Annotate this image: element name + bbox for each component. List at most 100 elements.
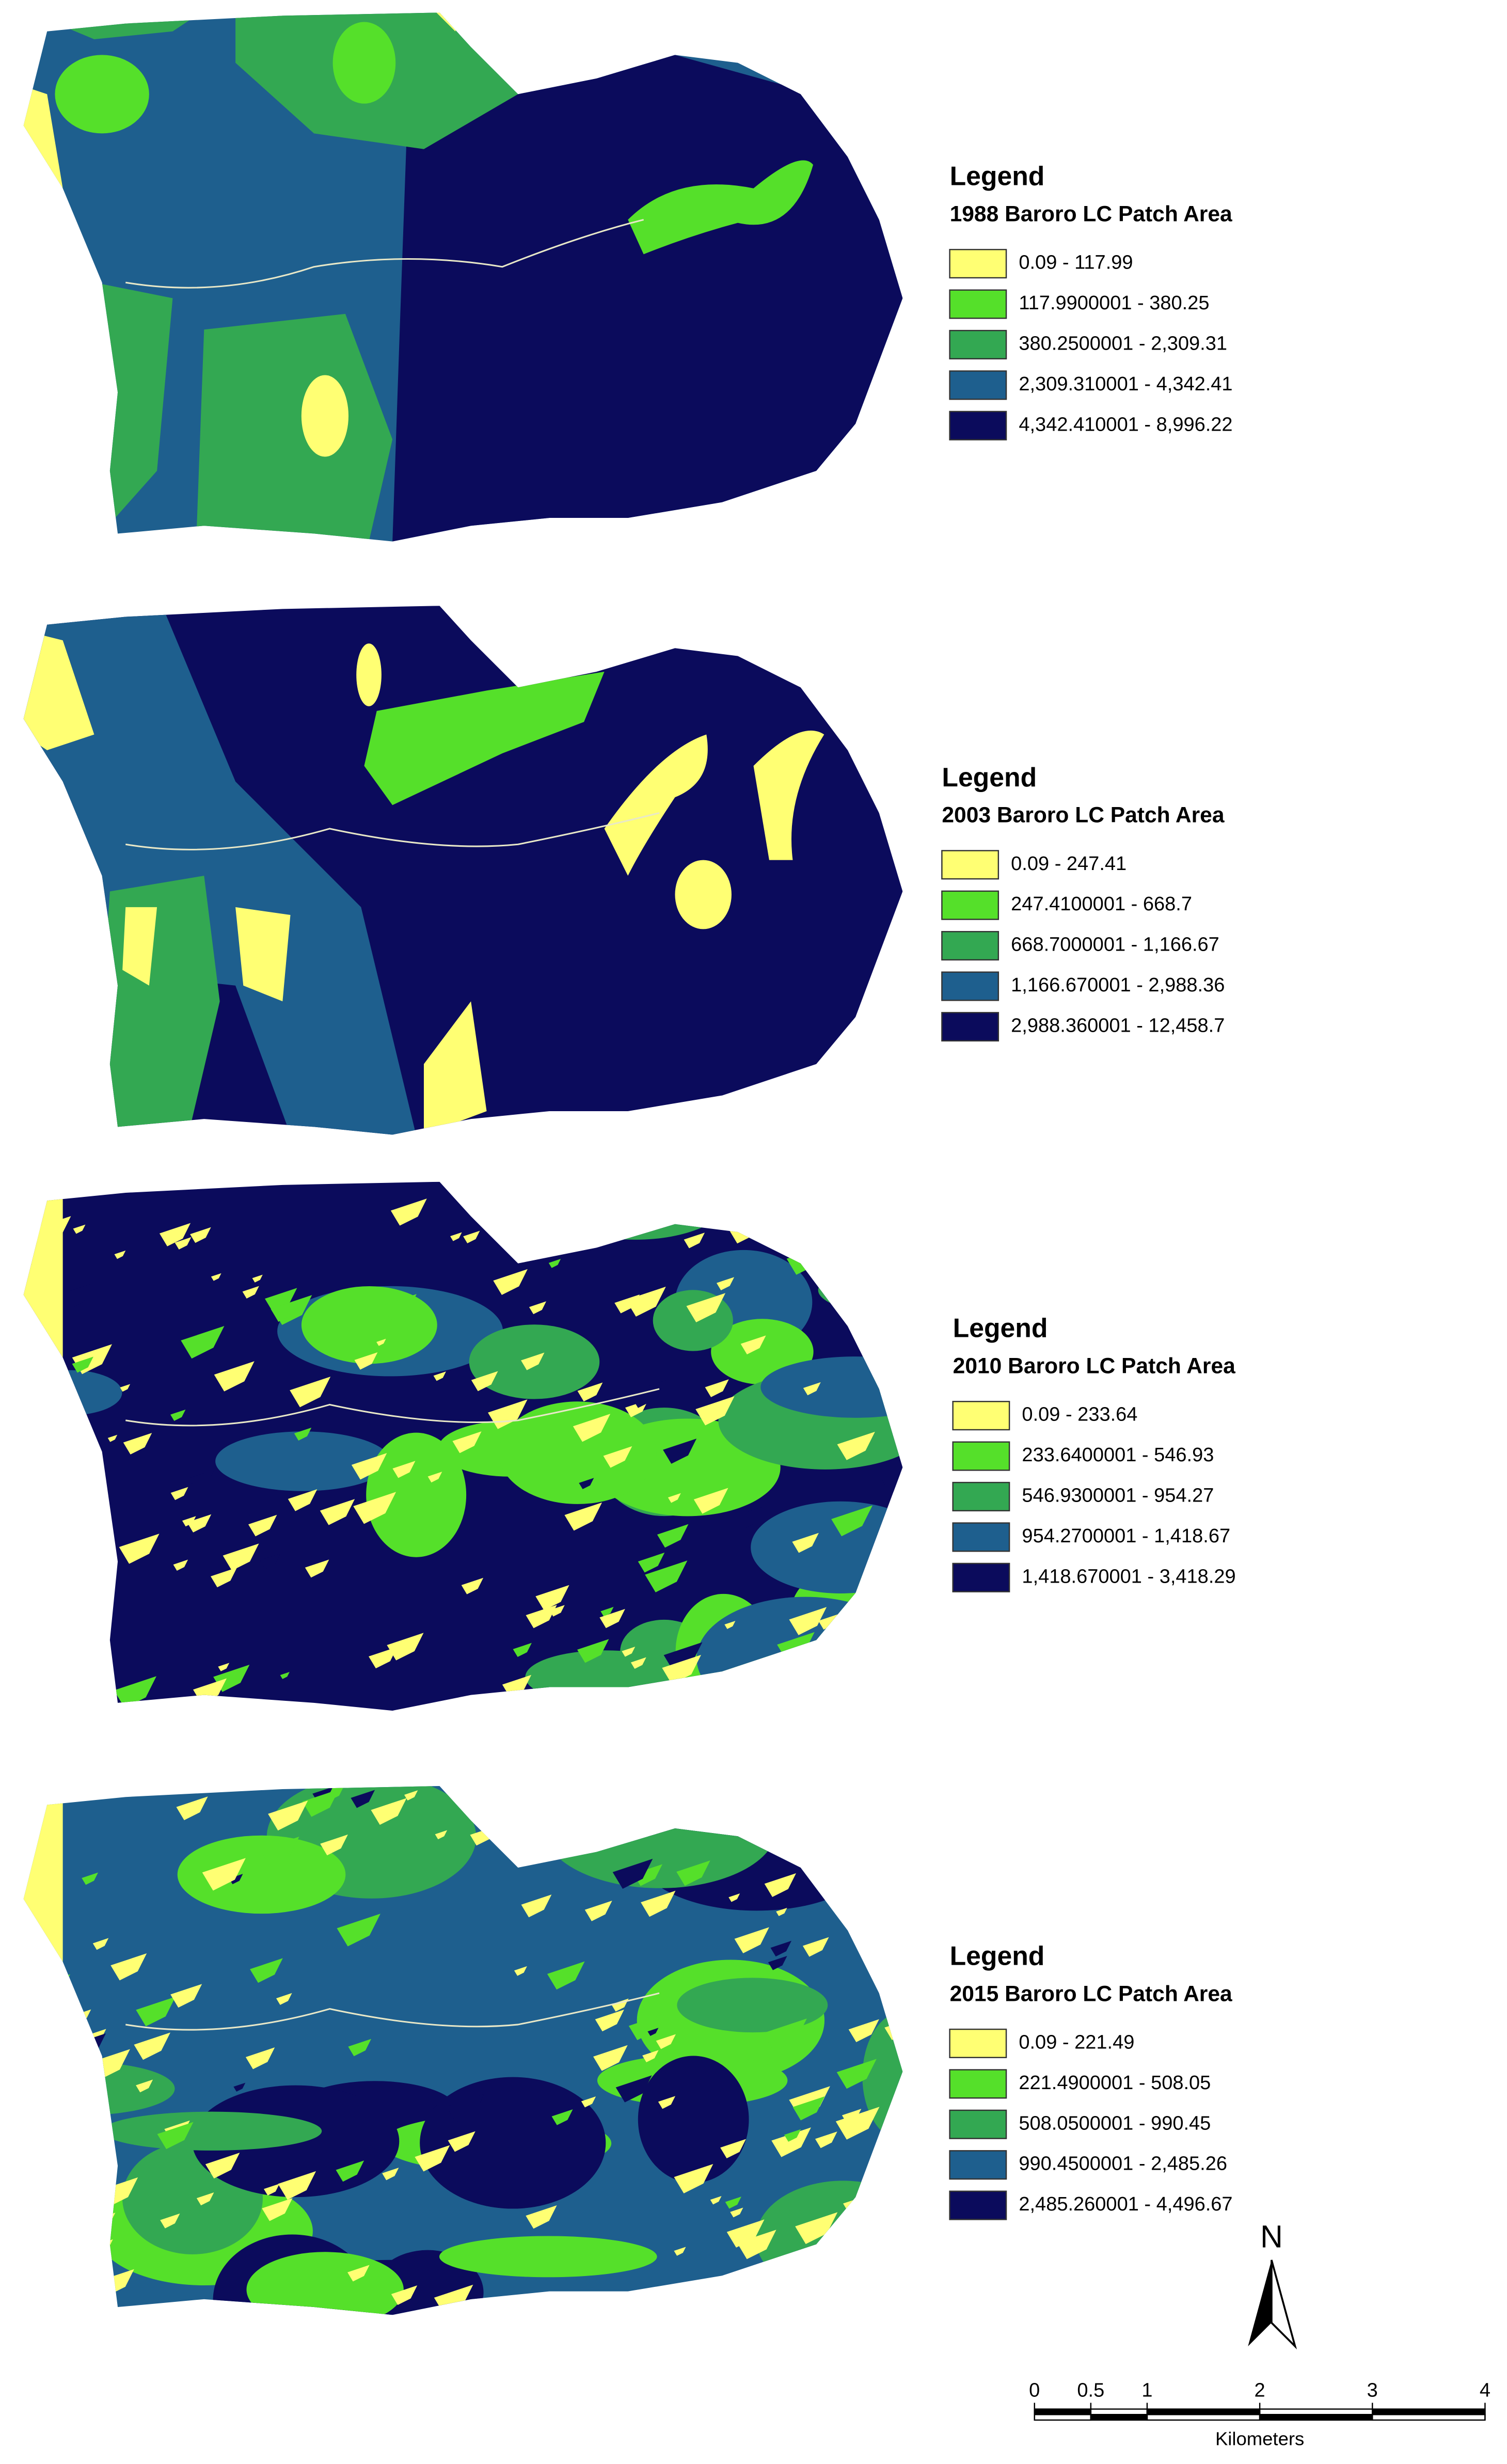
patch [46,1786,61,1791]
patch [160,2213,180,2229]
legend-swatch [949,329,1007,360]
patch [543,1786,777,1888]
patch [235,907,291,1002]
patch [159,1223,191,1246]
patch [612,1858,653,1889]
patch [547,1961,585,1990]
patch [280,1672,290,1679]
patch [599,1609,625,1629]
patch [188,1470,214,1489]
patch [792,2096,825,2121]
patch [603,1446,632,1468]
legend-swatch [941,890,1000,920]
patch [415,2145,450,2172]
legend-title: Legend [950,161,1045,191]
patch [136,2079,153,2093]
legend-label: 0.09 - 221.49 [1019,2031,1134,2053]
patch [683,2301,727,2315]
patch [229,1874,243,1885]
patch [175,1237,192,1250]
patch [353,1492,396,1524]
patch [212,2159,235,2176]
patch [658,2096,676,2109]
patch [622,1647,636,1657]
patch [176,1796,208,1821]
patch [245,2047,275,2070]
patch [404,1790,418,1800]
patch [271,1299,302,1322]
patch [693,1488,728,1514]
patch [433,1371,446,1381]
patch [38,2116,49,2124]
patch [629,1380,666,1408]
map-1988 [23,12,903,542]
patch [751,1786,790,1803]
map-2003 [23,606,903,1135]
legend-label: 668.7000001 - 1,166.67 [1011,934,1219,956]
patch [756,2181,903,2296]
patch [613,1805,644,1829]
patch [351,1453,387,1480]
patch [387,1633,424,1661]
patch [463,1230,480,1243]
patch [107,1434,118,1442]
patch [876,1598,903,1623]
patch [179,1777,188,1784]
legend-swatch [941,971,1000,1001]
patch [684,1181,704,1192]
legend-label: 546.9300001 - 954.27 [1022,1484,1214,1506]
patch [337,1914,380,1947]
patch [23,1794,36,1813]
patch [36,2116,71,2143]
patch [382,1294,417,1320]
scale-segment [1090,2414,1148,2421]
patch [871,1831,903,1860]
legend-label: 990.4500001 - 2,485.26 [1019,2153,1227,2175]
patch [369,1647,398,1669]
river [125,1992,660,2031]
patch [642,2050,659,2062]
patch [573,1414,611,1442]
patch [595,2010,624,2032]
patch [214,1361,255,1392]
patch [695,1396,735,1426]
patch [354,1352,378,1370]
patch [868,2154,903,2184]
patch [513,1642,532,1657]
patch [802,1937,829,1957]
patch [898,2144,903,2160]
patch [645,1560,688,1592]
legend-label: 954.2700001 - 1,418.67 [1022,1525,1230,1547]
patch [23,2116,33,2140]
patch [628,160,814,255]
patch [818,1184,832,1196]
legend-label: 508.0500001 - 990.45 [1019,2112,1211,2134]
legend-swatch [941,850,1000,880]
legend-swatch [952,1522,1010,1552]
patch [593,2045,628,2071]
scale-bar: 0 0.5 1 2 3 4 Kilometers [1029,2379,1490,2449]
scale-segment [1146,2414,1261,2421]
patch [69,1181,100,1183]
patch [710,2196,722,2205]
patch [677,1978,828,2033]
patch [23,1786,63,2315]
legend-swatch [949,2069,1007,2099]
patch [47,1181,86,1187]
patch [628,2014,663,2041]
legend-label: 1,418.670001 - 3,418.29 [1022,1566,1235,1587]
patch [734,1927,769,1953]
patch [439,2236,657,2278]
legend-swatch [949,370,1007,400]
legends: Legend 1988 Baroro LC Patch Area 0.09 - 11… [941,161,1236,2220]
patch [59,1557,91,1582]
legend-label: 2,988.360001 - 12,458.7 [1011,1015,1225,1036]
legend-swatch [949,410,1007,440]
patch [294,1427,312,1441]
patch [776,1907,787,1916]
scale-tick-label: 1 [1141,2379,1152,2401]
patch [23,1658,35,1670]
patch [716,1277,735,1290]
patch [702,1680,728,1700]
